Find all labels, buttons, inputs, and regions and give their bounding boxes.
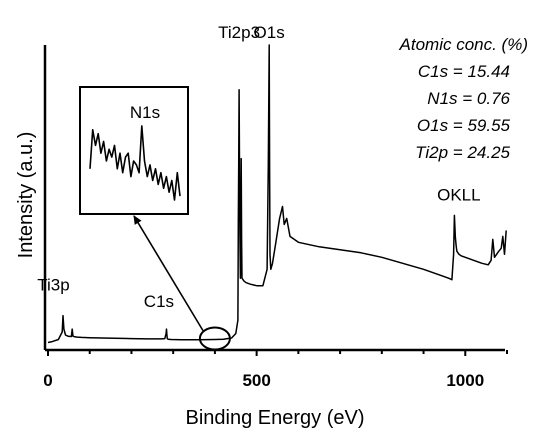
inset-label-n1s: N1s	[130, 103, 160, 122]
y-axis-title: Intensity (a.u.)	[15, 132, 37, 259]
x-axis-title: Binding Energy (eV)	[186, 407, 365, 429]
peak-label: Ti3p	[37, 276, 69, 295]
peak-label: OKLL	[437, 185, 480, 204]
peak-label: C1s	[144, 292, 174, 311]
conc-o1s: O1s = 59.55	[417, 116, 511, 135]
x-ticks	[47, 350, 508, 356]
inset-frame	[79, 86, 189, 215]
axes	[43, 45, 508, 356]
inset-series-line	[89, 125, 181, 201]
atomic-conc-title: Atomic conc. (%)	[399, 35, 528, 54]
atomic-concentration-block: Atomic conc. (%) C1s = 15.44 N1s = 0.76 …	[399, 35, 528, 162]
x-tick-label: 1000	[446, 371, 484, 390]
zoom-region-ellipse	[198, 326, 231, 351]
conc-ti2p: Ti2p = 24.25	[415, 143, 510, 162]
peak-label: O1s	[254, 23, 285, 42]
spectrum-series-line	[47, 44, 507, 344]
x-tick-label: 500	[242, 371, 270, 390]
n1s-inset: N1s	[79, 86, 189, 215]
peak-label: Ti2p3	[218, 23, 260, 42]
conc-n1s: N1s = 0.76	[427, 89, 510, 108]
conc-c1s: C1s = 15.44	[418, 62, 510, 81]
zoom-arrow	[133, 215, 204, 331]
x-tick-label: 0	[43, 371, 52, 390]
x-tick-labels: 0 500 1000	[43, 371, 484, 390]
